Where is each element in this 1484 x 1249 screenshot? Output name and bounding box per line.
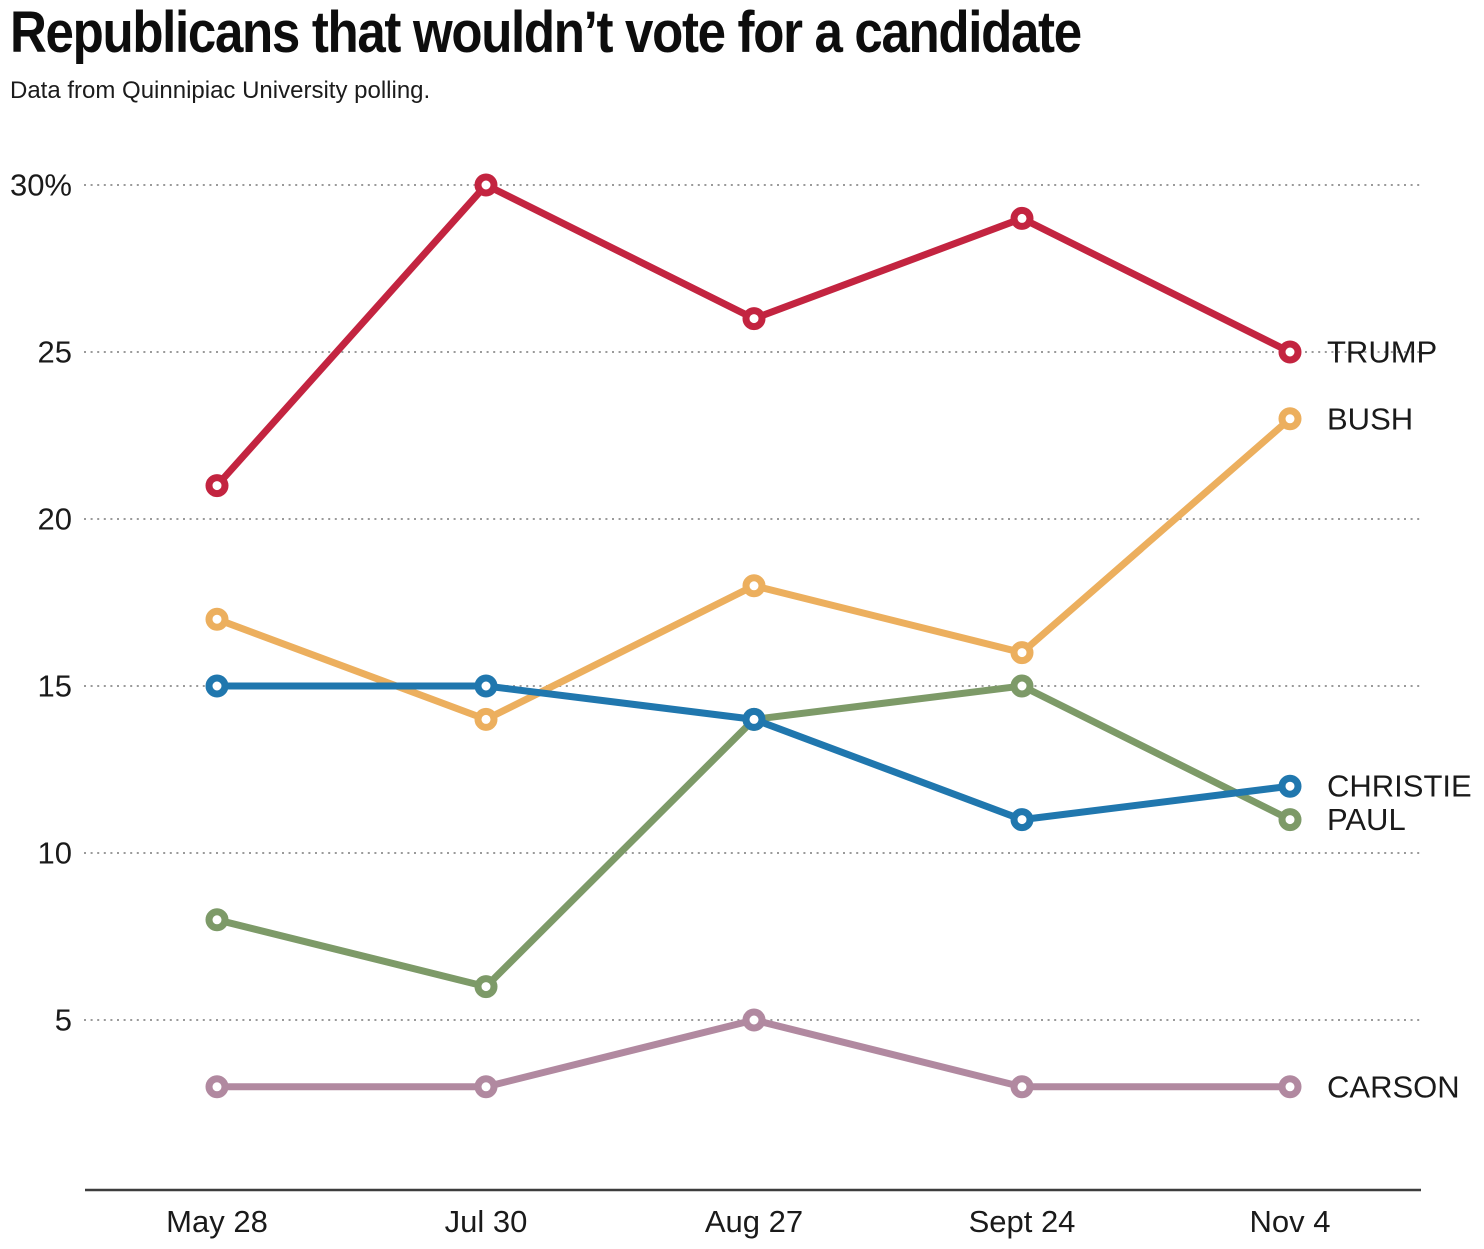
chart-header: Republicans that wouldn’t vote for a can… — [10, 0, 1474, 105]
series-bush — [205, 407, 1302, 731]
x-tick-label-3: Sept 24 — [969, 1204, 1076, 1239]
data-point-carson-1 — [474, 1075, 498, 1099]
data-point-paul-4 — [1278, 808, 1302, 832]
series-label-bush: BUSH — [1327, 401, 1413, 436]
x-tick-label-4: Nov 4 — [1250, 1204, 1331, 1239]
data-point-bush-3 — [1010, 641, 1034, 665]
series-label-christie: CHRISTIE — [1327, 769, 1472, 804]
x-tick-label-2: Aug 27 — [705, 1204, 803, 1239]
data-point-paul-0 — [205, 908, 229, 932]
data-point-trump-3 — [1010, 206, 1034, 230]
x-axis-group: May 28 Jul 30 Aug 27 Sept 24 Nov 4 — [85, 1188, 1421, 1239]
data-point-christie-2 — [742, 707, 766, 731]
series-carson — [205, 1008, 1302, 1099]
series-group — [205, 173, 1302, 1099]
data-point-bush-4 — [1278, 407, 1302, 431]
data-point-trump-4 — [1278, 340, 1302, 364]
data-point-carson-0 — [205, 1075, 229, 1099]
series-christie — [205, 674, 1302, 832]
series-label-trump: TRUMP — [1327, 335, 1437, 370]
data-point-carson-3 — [1010, 1075, 1034, 1099]
data-point-carson-4 — [1278, 1075, 1302, 1099]
x-tick-label-1: Jul 30 — [445, 1204, 528, 1239]
series-trump — [205, 173, 1302, 498]
series-line-bush — [215, 416, 1293, 723]
series-label-carson: CARSON — [1327, 1069, 1460, 1104]
y-tick-label-15: 15 — [38, 669, 72, 704]
data-point-trump-1 — [474, 173, 498, 197]
y-tick-label-30: 30% — [10, 168, 72, 203]
data-point-bush-0 — [205, 607, 229, 631]
data-point-paul-3 — [1010, 674, 1034, 698]
data-point-paul-1 — [474, 975, 498, 999]
chart-title: Republicans that wouldn’t vote for a can… — [10, 0, 1082, 65]
chart-subtitle: Data from Quinnipiac University polling. — [10, 76, 431, 104]
series-line-trump — [214, 181, 1292, 488]
data-point-christie-1 — [474, 674, 498, 698]
data-point-trump-2 — [742, 307, 766, 331]
series-label-paul: PAUL — [1327, 802, 1406, 837]
y-tick-label-5: 5 — [55, 1003, 72, 1038]
data-point-trump-0 — [205, 474, 229, 498]
data-point-christie-3 — [1010, 808, 1034, 832]
x-tick-label-0: May 28 — [166, 1204, 268, 1239]
y-tick-label-10: 10 — [38, 836, 72, 871]
data-point-christie-4 — [1278, 774, 1302, 798]
y-tick-label-20: 20 — [38, 502, 72, 537]
data-point-christie-0 — [205, 674, 229, 698]
data-point-bush-2 — [742, 574, 766, 598]
data-point-bush-1 — [474, 707, 498, 731]
series-line-paul — [216, 682, 1292, 991]
series-line-christie — [217, 682, 1291, 824]
data-point-carson-2 — [742, 1008, 766, 1032]
y-tick-label-25: 25 — [38, 335, 72, 370]
